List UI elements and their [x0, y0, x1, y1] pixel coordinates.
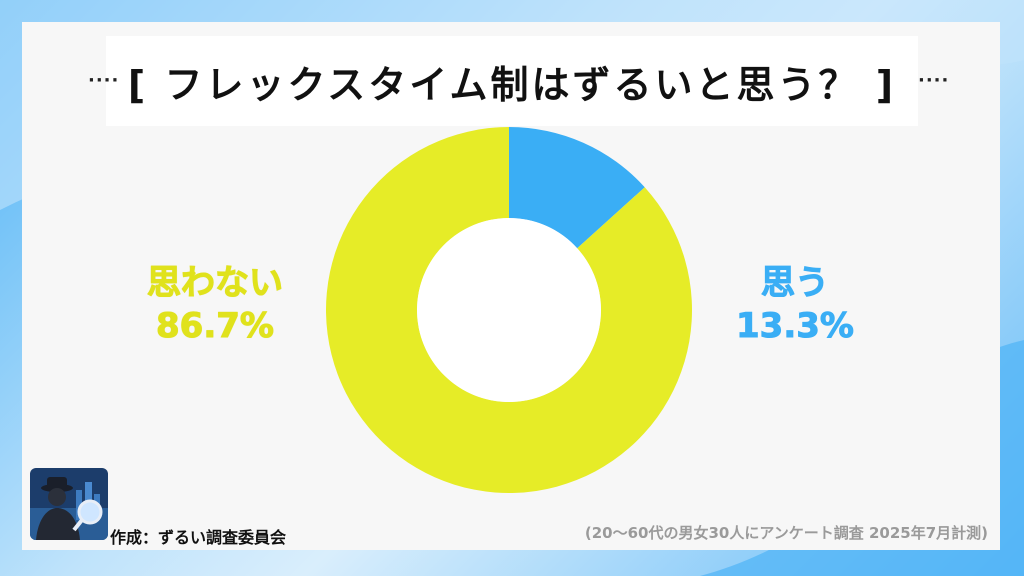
title-ornament-left: ···· [88, 70, 120, 91]
chart-title: [ フレックスタイム制はずるいと思う？ ] [127, 63, 897, 107]
donut-slice-yes [509, 127, 645, 249]
detective-magnifier-icon [30, 468, 108, 540]
slice-label-yes-value: 13.3% [736, 305, 855, 346]
slice-label-no-value: 86.7% [156, 305, 275, 346]
title-ornament-right: ···· [918, 70, 950, 91]
donut-hole [417, 218, 601, 402]
creator-credit: 作成：ずるい調査委員会 [110, 528, 287, 547]
slice-label-no-name: 思わない [147, 263, 284, 304]
slice-label-no: 思わない 86.7% [120, 262, 310, 347]
slice-label-yes-name: 思う [761, 263, 830, 304]
title-box [106, 36, 918, 126]
survey-source-note: (20～60代の男女30人にアンケート調査 2025年7月計測) [584, 524, 988, 542]
slice-label-yes: 思う 13.3% [710, 262, 880, 347]
donut-slice-no [326, 127, 693, 494]
